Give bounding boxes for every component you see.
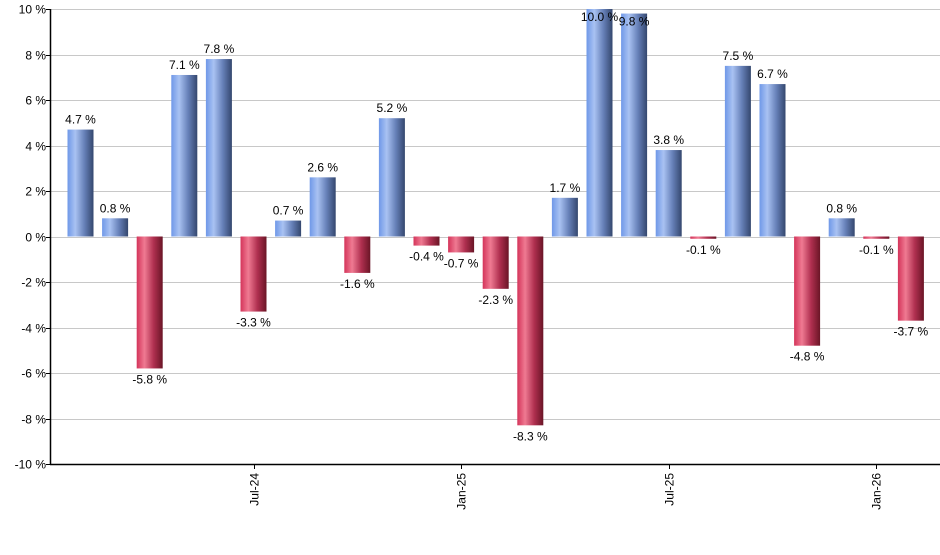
data-label: 5.2 % [377, 101, 408, 115]
bar [517, 236, 544, 426]
data-label: -3.7 % [894, 325, 929, 339]
data-label: 7.8 % [204, 42, 235, 56]
data-label: -0.1 % [859, 243, 894, 257]
data-label: -8.3 % [513, 429, 548, 443]
bars [67, 9, 924, 426]
data-label: -0.1 % [686, 243, 721, 257]
y-tick-label: -2 % [21, 276, 46, 290]
data-label: 4.7 % [65, 113, 96, 127]
data-label: -4.8 % [790, 350, 825, 364]
x-tick-label: Jan-26 [870, 473, 884, 510]
bar [655, 150, 682, 237]
data-label: 6.7 % [757, 67, 788, 81]
y-tick-label: 8 % [25, 49, 46, 63]
bar [413, 236, 440, 246]
y-tick-label: -8 % [21, 413, 46, 427]
bar [897, 236, 924, 321]
data-label: 7.5 % [723, 49, 754, 63]
x-tick-label: Jan-25 [455, 473, 469, 510]
y-tick-label: 4 % [25, 140, 46, 154]
data-label: 9.8 % [619, 15, 650, 29]
data-label: 3.8 % [653, 133, 684, 147]
data-label: 0.7 % [273, 204, 304, 218]
bar [621, 13, 648, 237]
bar [551, 197, 578, 237]
y-tick-label: -6 % [21, 367, 46, 381]
y-tick-label: 2 % [25, 185, 46, 199]
bar [690, 236, 717, 239]
data-label: -1.6 % [340, 277, 375, 291]
bar [240, 236, 267, 312]
bar [205, 59, 232, 237]
data-label: 0.8 % [826, 201, 857, 215]
bar [344, 236, 371, 273]
data-label: -5.8 % [132, 372, 167, 386]
bar [724, 65, 751, 237]
data-label: -0.7 % [444, 256, 479, 270]
bar [759, 84, 786, 237]
bar [828, 218, 855, 237]
y-tick-label: 10 % [19, 3, 47, 17]
bar [171, 74, 198, 237]
data-label: 1.7 % [550, 181, 581, 195]
data-label: -3.3 % [236, 316, 271, 330]
bar [482, 236, 509, 289]
y-tick-label: -4 % [21, 322, 46, 336]
bar [136, 236, 163, 369]
x-tick-label: Jul-24 [248, 473, 262, 506]
data-label: -0.4 % [409, 250, 444, 264]
data-label: 7.1 % [169, 58, 200, 72]
bar [863, 236, 890, 239]
y-tick-label: 0 % [25, 231, 46, 245]
data-labels: 4.7 % 0.8 % -5.8 % 7.1 % 7.8 % -3.3 % 0.7 % 2.6… [65, 10, 928, 443]
bar [309, 177, 336, 237]
y-tick-label: -10 % [15, 458, 47, 472]
x-tick-label: Jul-25 [663, 473, 677, 506]
y-tick-label: 6 % [25, 94, 46, 108]
bar [67, 129, 94, 237]
bar [448, 236, 475, 253]
axes: 10 % 8 % 6 % 4 % 2 % 0 % -2 % -4 % -6 % -8 % -10 %… [15, 3, 940, 510]
bar [378, 118, 405, 237]
bar [794, 236, 821, 346]
data-label: 0.8 % [100, 201, 131, 215]
bar [586, 9, 613, 237]
data-label: 2.6 % [307, 160, 338, 174]
data-label: 10.0 % [581, 10, 619, 24]
bar [102, 218, 129, 237]
data-label: -2.3 % [478, 293, 513, 307]
bar [275, 220, 302, 237]
